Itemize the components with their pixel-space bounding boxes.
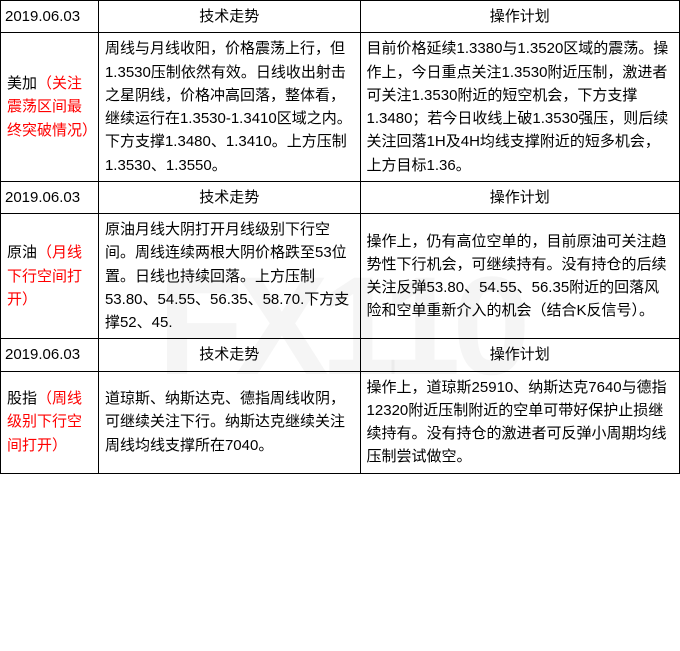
date-cell: 2019.06.03 — [1, 339, 99, 371]
tech-cell: 道琼斯、纳斯达克、德指周线收阴，可继续关注下行。纳斯达克继续关注周线均线支撑所在… — [98, 371, 360, 473]
instrument-label: 美加（关注震荡区间最终突破情况） — [1, 33, 99, 182]
instrument-label: 原油（月线下行空间打开） — [1, 214, 99, 339]
table-row: 股指（周线级别下行空间打开） 道琼斯、纳斯达克、德指周线收阴，可继续关注下行。纳… — [1, 371, 680, 473]
instrument-name: 美加 — [7, 75, 37, 92]
plan-header: 操作计划 — [360, 181, 679, 213]
plan-header: 操作计划 — [360, 339, 679, 371]
table-row: 美加（关注震荡区间最终突破情况） 周线与月线收阳，价格震荡上行，但1.3530压… — [1, 33, 680, 182]
date-cell: 2019.06.03 — [1, 181, 99, 213]
date-cell: 2019.06.03 — [1, 1, 99, 33]
table-header-row: 2019.06.03 技术走势 操作计划 — [1, 1, 680, 33]
plan-cell: 目前价格延续1.3380与1.3520区域的震荡。操作上，今日重点关注1.353… — [360, 33, 679, 182]
tech-header: 技术走势 — [98, 1, 360, 33]
instrument-label: 股指（周线级别下行空间打开） — [1, 371, 99, 473]
instrument-name: 原油 — [7, 244, 37, 261]
tech-cell: 原油月线大阴打开月线级别下行空间。周线连续两根大阴价格跌至53位置。日线也持续回… — [98, 214, 360, 339]
plan-cell: 操作上，仍有高位空单的，目前原油可关注趋势性下行机会，可继续持有。没有持仓的后续… — [360, 214, 679, 339]
analysis-table: 2019.06.03 技术走势 操作计划 美加（关注震荡区间最终突破情况） 周线… — [0, 0, 680, 474]
tech-header: 技术走势 — [98, 181, 360, 213]
plan-header: 操作计划 — [360, 1, 679, 33]
plan-cell: 操作上，道琼斯25910、纳斯达克7640与德指12320附近压制附近的空单可带… — [360, 371, 679, 473]
tech-header: 技术走势 — [98, 339, 360, 371]
table-header-row: 2019.06.03 技术走势 操作计划 — [1, 181, 680, 213]
instrument-name: 股指 — [7, 390, 37, 407]
tech-cell: 周线与月线收阳，价格震荡上行，但1.3530压制依然有效。日线收出射击之星阴线，… — [98, 33, 360, 182]
table-row: 原油（月线下行空间打开） 原油月线大阴打开月线级别下行空间。周线连续两根大阴价格… — [1, 214, 680, 339]
table-header-row: 2019.06.03 技术走势 操作计划 — [1, 339, 680, 371]
